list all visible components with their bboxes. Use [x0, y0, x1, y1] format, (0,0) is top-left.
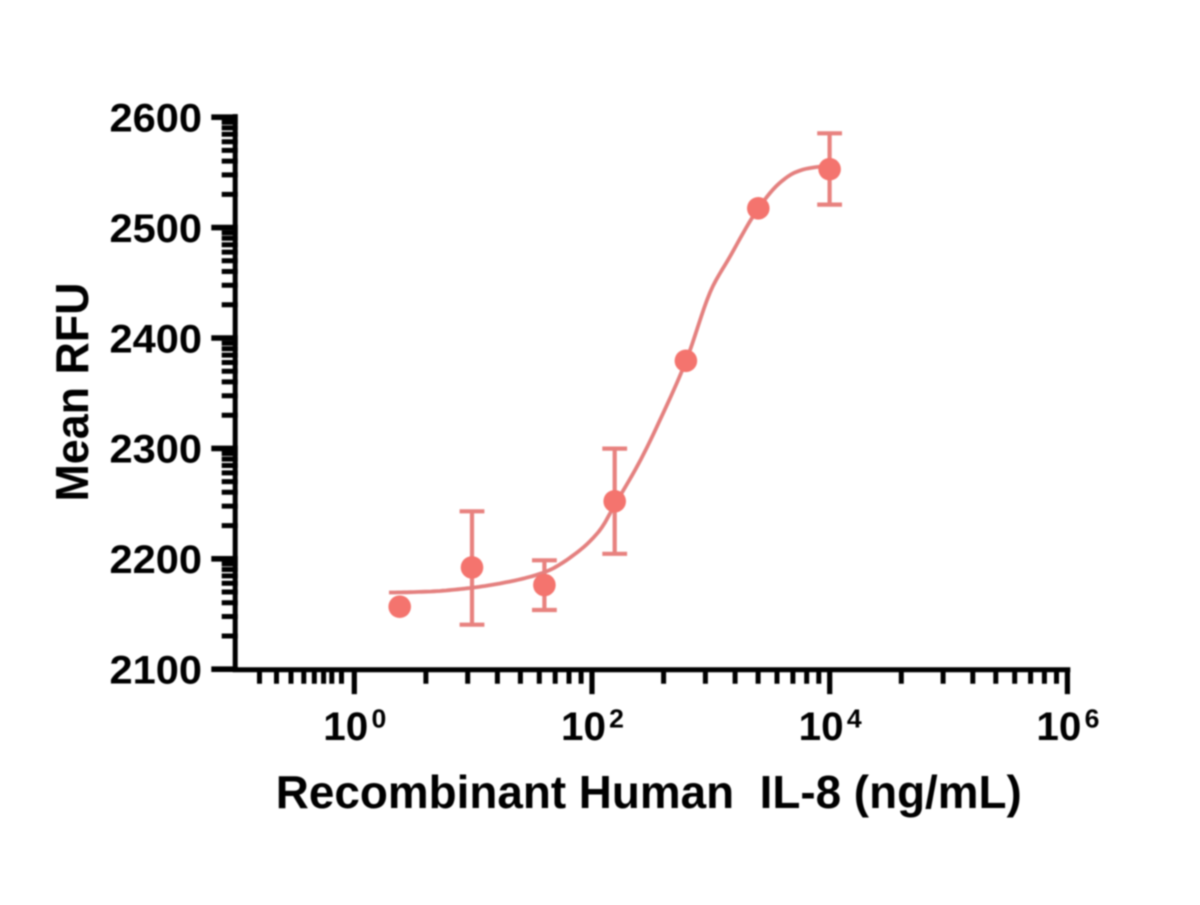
svg-text:10: 10: [561, 705, 606, 749]
svg-text:0: 0: [372, 704, 387, 734]
svg-text:10: 10: [323, 705, 368, 749]
svg-text:2500: 2500: [110, 207, 203, 251]
svg-text:6: 6: [1085, 704, 1100, 734]
svg-text:Recombinant Human IL-8 (ng/mL: Recombinant Human IL-8 (ng/mL): [276, 766, 1022, 818]
svg-text:2200: 2200: [110, 538, 203, 582]
svg-text:10: 10: [799, 705, 844, 749]
svg-text:2100: 2100: [110, 649, 203, 693]
svg-text:4: 4: [847, 704, 862, 734]
svg-text:Mean RFU: Mean RFU: [46, 283, 98, 502]
svg-text:2: 2: [609, 704, 624, 734]
svg-text:2400: 2400: [110, 317, 203, 361]
svg-text:2600: 2600: [110, 97, 203, 141]
svg-text:10: 10: [1036, 705, 1081, 749]
svg-text:2300: 2300: [110, 428, 203, 472]
